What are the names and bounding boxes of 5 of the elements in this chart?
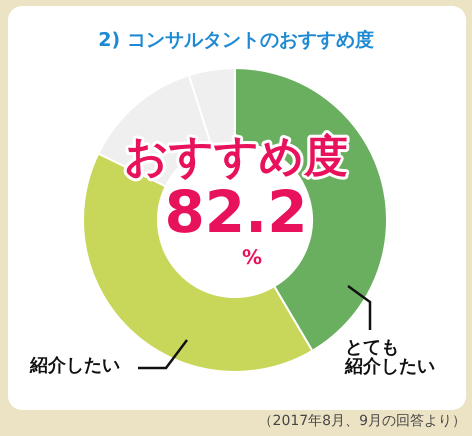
chart-title: 2) コンサルタントのおすすめ度 xyxy=(98,29,374,51)
text: % xyxy=(242,245,262,269)
slice-label: 紹介したい xyxy=(29,355,120,376)
text: （2017年8月、9月の回答より） xyxy=(258,413,466,429)
slice-label: とても紹介したい xyxy=(344,337,435,377)
